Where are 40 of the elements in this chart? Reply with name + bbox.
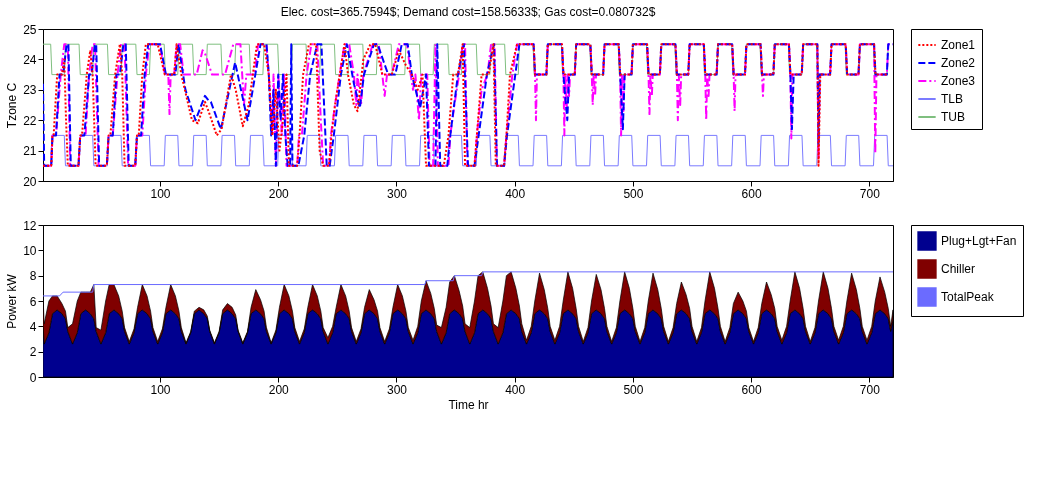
x-tick-label: 100: [150, 382, 171, 397]
y-tick-label: 10: [23, 243, 37, 258]
legend-label: Chiller: [941, 262, 976, 276]
x-tick-label: 200: [268, 186, 290, 201]
x-tick-label: 600: [741, 382, 762, 397]
chart-title: Elec. cost=365.7594$; Demand cost=158.5633$; Gas cost=0.080732$: [280, 5, 656, 19]
y-tick-label: 24: [23, 52, 37, 67]
legend-label: Zone1: [941, 38, 976, 52]
x-axis-title: Time hr: [448, 397, 489, 412]
y-tick-label: 6: [29, 294, 37, 309]
legend-label: Zone3: [941, 74, 976, 88]
y-tick-label: 2: [29, 345, 37, 360]
y-axis-title: Tzone C: [5, 82, 20, 129]
y-tick-label: 12: [23, 218, 37, 233]
y-tick-label: 20: [23, 174, 37, 189]
y-tick-label: 22: [23, 113, 37, 128]
legend-label: TLB: [941, 92, 964, 106]
x-tick-label: 200: [268, 382, 290, 397]
x-tick-label: 500: [623, 382, 644, 397]
legend-label: TotalPeak: [941, 290, 995, 304]
x-tick-label: 100: [150, 186, 171, 201]
y-tick-label: 0: [29, 370, 37, 385]
legend-label: Zone2: [941, 56, 976, 70]
y-tick-label: 4: [29, 319, 37, 334]
x-tick-label: 700: [859, 186, 881, 201]
x-tick-label: 400: [505, 186, 526, 201]
y-tick-label: 25: [23, 22, 37, 37]
x-tick-label: 400: [505, 382, 526, 397]
x-tick-label: 500: [623, 186, 644, 201]
y-tick-label: 21: [23, 144, 37, 159]
x-tick-label: 300: [386, 186, 408, 201]
y-tick-label: 23: [23, 83, 37, 98]
x-tick-label: 700: [859, 382, 881, 397]
legend-label: TUB: [941, 110, 965, 124]
x-tick-label: 600: [741, 186, 762, 201]
line-series: [43, 271, 893, 297]
y-tick-label: 8: [29, 269, 37, 284]
legend-label: Plug+Lgt+Fan: [941, 234, 1017, 248]
x-tick-label: 300: [386, 382, 408, 397]
y-axis-title: Power kW: [5, 273, 20, 329]
